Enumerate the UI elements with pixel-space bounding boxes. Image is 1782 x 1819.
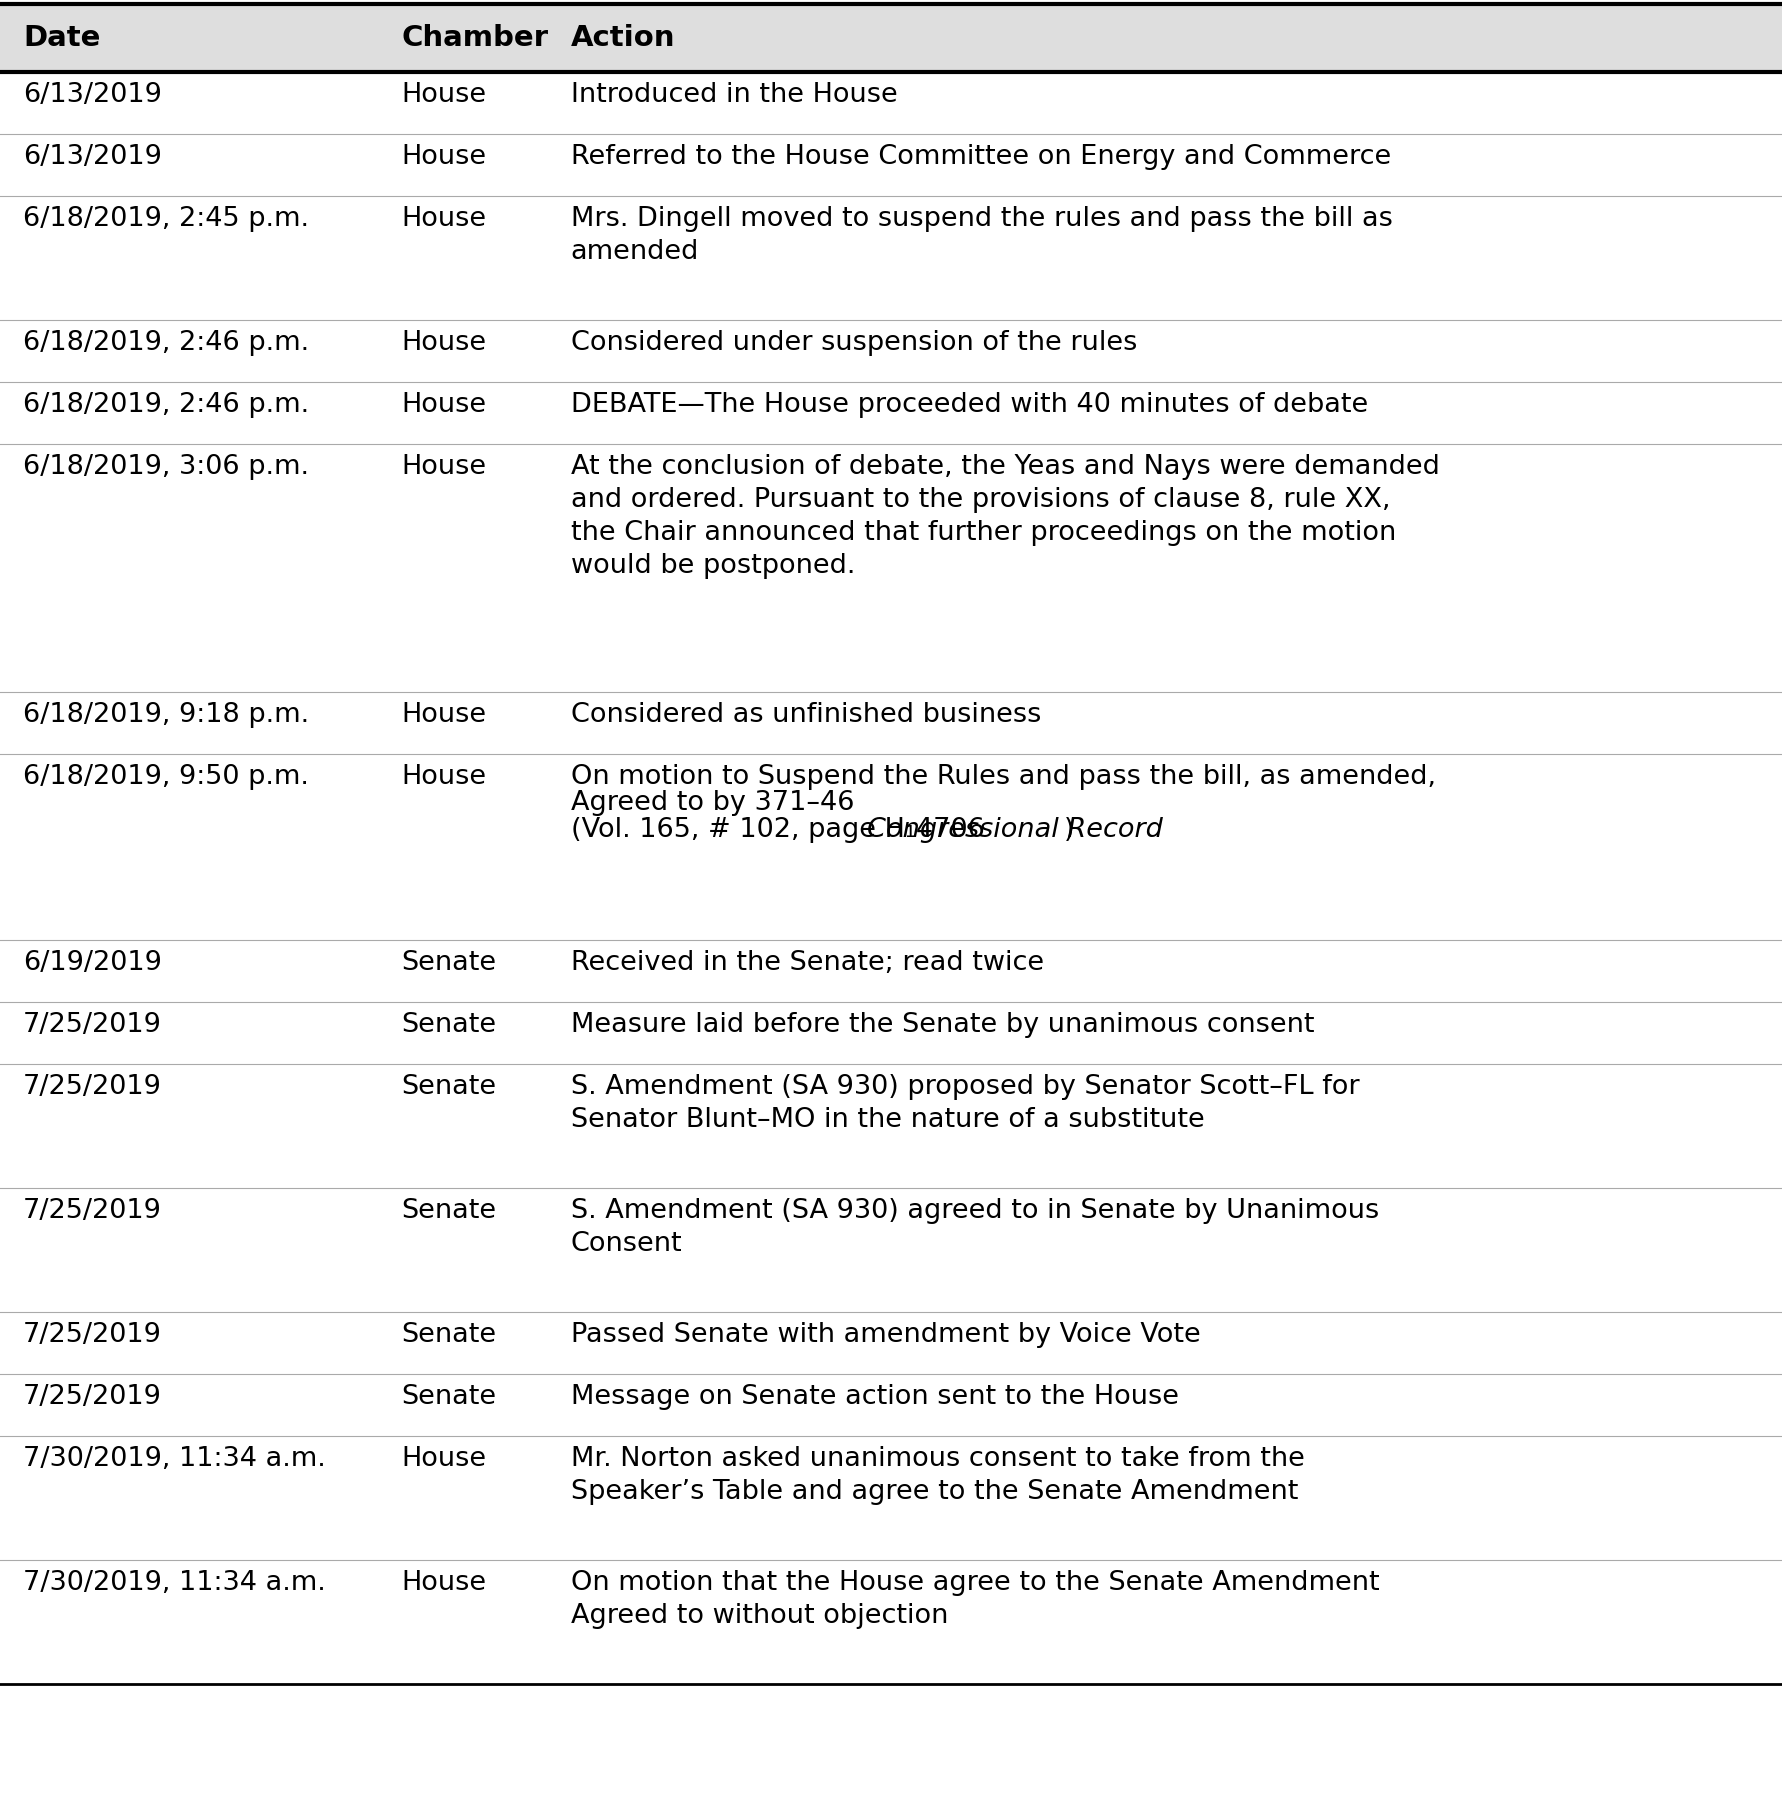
Bar [0,755,1782,940]
Text: Measure laid before the Senate by unanimous consent: Measure laid before the Senate by unanim… [570,1011,1313,1039]
Bar [0,73,1782,135]
Text: On motion to Suspend the Rules and pass the bill, as amended,: On motion to Suspend the Rules and pass … [570,764,1435,789]
Text: House: House [401,1570,486,1595]
Bar [0,135,1782,196]
Text: Date: Date [23,24,100,53]
Bar [0,1311,1782,1373]
Text: Mr. Norton asked unanimous consent to take from the
Speaker’s Table and agree to: Mr. Norton asked unanimous consent to ta… [570,1446,1304,1504]
Bar [0,444,1782,691]
Bar [0,691,1782,755]
Text: (Vol. 165, # 102, page H₁4706: (Vol. 165, # 102, page H₁4706 [570,817,993,842]
Text: Introduced in the House: Introduced in the House [570,82,896,107]
Text: House: House [401,764,486,789]
Text: 7/30/2019, 11:34 a.m.: 7/30/2019, 11:34 a.m. [23,1446,326,1472]
Text: Senate: Senate [401,1322,495,1348]
Text: Senate: Senate [401,1073,495,1100]
Text: 7/25/2019: 7/25/2019 [23,1384,162,1410]
Text: Senate: Senate [401,1384,495,1410]
Text: Considered under suspension of the rules: Considered under suspension of the rules [570,329,1137,357]
Text: Action: Action [570,24,675,53]
Text: DEBATE—The House proceeded with 40 minutes of debate: DEBATE—The House proceeded with 40 minut… [570,393,1367,418]
Bar [0,1561,1782,1684]
Text: Referred to the House Committee on Energy and Commerce: Referred to the House Committee on Energ… [570,144,1390,169]
Text: 6/18/2019, 9:18 p.m.: 6/18/2019, 9:18 p.m. [23,702,308,728]
Text: House: House [401,144,486,169]
Text: House: House [401,82,486,107]
Text: Chamber: Chamber [401,24,547,53]
Text: House: House [401,329,486,357]
Text: 6/18/2019, 2:45 p.m.: 6/18/2019, 2:45 p.m. [23,206,308,233]
Text: Agreed to by 371–46: Agreed to by 371–46 [570,789,854,817]
Text: House: House [401,1446,486,1472]
Text: S. Amendment (SA 930) agreed to in Senate by Unanimous
Consent: S. Amendment (SA 930) agreed to in Senat… [570,1199,1377,1257]
Text: 6/18/2019, 2:46 p.m.: 6/18/2019, 2:46 p.m. [23,329,308,357]
Text: On motion that the House agree to the Senate Amendment
Agreed to without objecti: On motion that the House agree to the Se… [570,1570,1379,1630]
Text: 7/30/2019, 11:34 a.m.: 7/30/2019, 11:34 a.m. [23,1570,326,1595]
Text: Message on Senate action sent to the House: Message on Senate action sent to the Hou… [570,1384,1178,1410]
Text: At the conclusion of debate, the Yeas and Nays were demanded
and ordered. Pursua: At the conclusion of debate, the Yeas an… [570,455,1438,578]
Bar [0,382,1782,444]
Text: Passed Senate with amendment by Voice Vote: Passed Senate with amendment by Voice Vo… [570,1322,1199,1348]
Text: Senate: Senate [401,950,495,977]
Text: 7/25/2019: 7/25/2019 [23,1322,162,1348]
Text: House: House [401,702,486,728]
Text: House: House [401,455,486,480]
Bar [0,1435,1782,1561]
Text: Mrs. Dingell moved to suspend the rules and pass the bill as
amended: Mrs. Dingell moved to suspend the rules … [570,206,1392,266]
Text: Considered as unfinished business: Considered as unfinished business [570,702,1041,728]
Bar [0,196,1782,320]
Text: 7/25/2019: 7/25/2019 [23,1199,162,1224]
Text: 6/19/2019: 6/19/2019 [23,950,162,977]
Text: Senate: Senate [401,1011,495,1039]
Text: S. Amendment (SA 930) proposed by Senator Scott–FL for
Senator Blunt–MO in the n: S. Amendment (SA 930) proposed by Senato… [570,1073,1358,1133]
Text: 6/13/2019: 6/13/2019 [23,144,162,169]
Text: 6/18/2019, 2:46 p.m.: 6/18/2019, 2:46 p.m. [23,393,308,418]
Bar [0,1188,1782,1311]
Bar [0,1373,1782,1435]
Text: Congressional Record: Congressional Record [866,817,1162,842]
Text: Received in the Senate; read twice: Received in the Senate; read twice [570,950,1042,977]
Text: 7/25/2019: 7/25/2019 [23,1011,162,1039]
Bar [0,1002,1782,1064]
Text: Senate: Senate [401,1199,495,1224]
Text: 7/25/2019: 7/25/2019 [23,1073,162,1100]
Text: ): ) [1064,817,1075,842]
Text: 6/13/2019: 6/13/2019 [23,82,162,107]
Bar [0,4,1782,73]
Bar [0,940,1782,1002]
Bar [0,320,1782,382]
Text: House: House [401,206,486,233]
Text: House: House [401,393,486,418]
Text: 6/18/2019, 3:06 p.m.: 6/18/2019, 3:06 p.m. [23,455,308,480]
Text: 6/18/2019, 9:50 p.m.: 6/18/2019, 9:50 p.m. [23,764,308,789]
Bar [0,1064,1782,1188]
